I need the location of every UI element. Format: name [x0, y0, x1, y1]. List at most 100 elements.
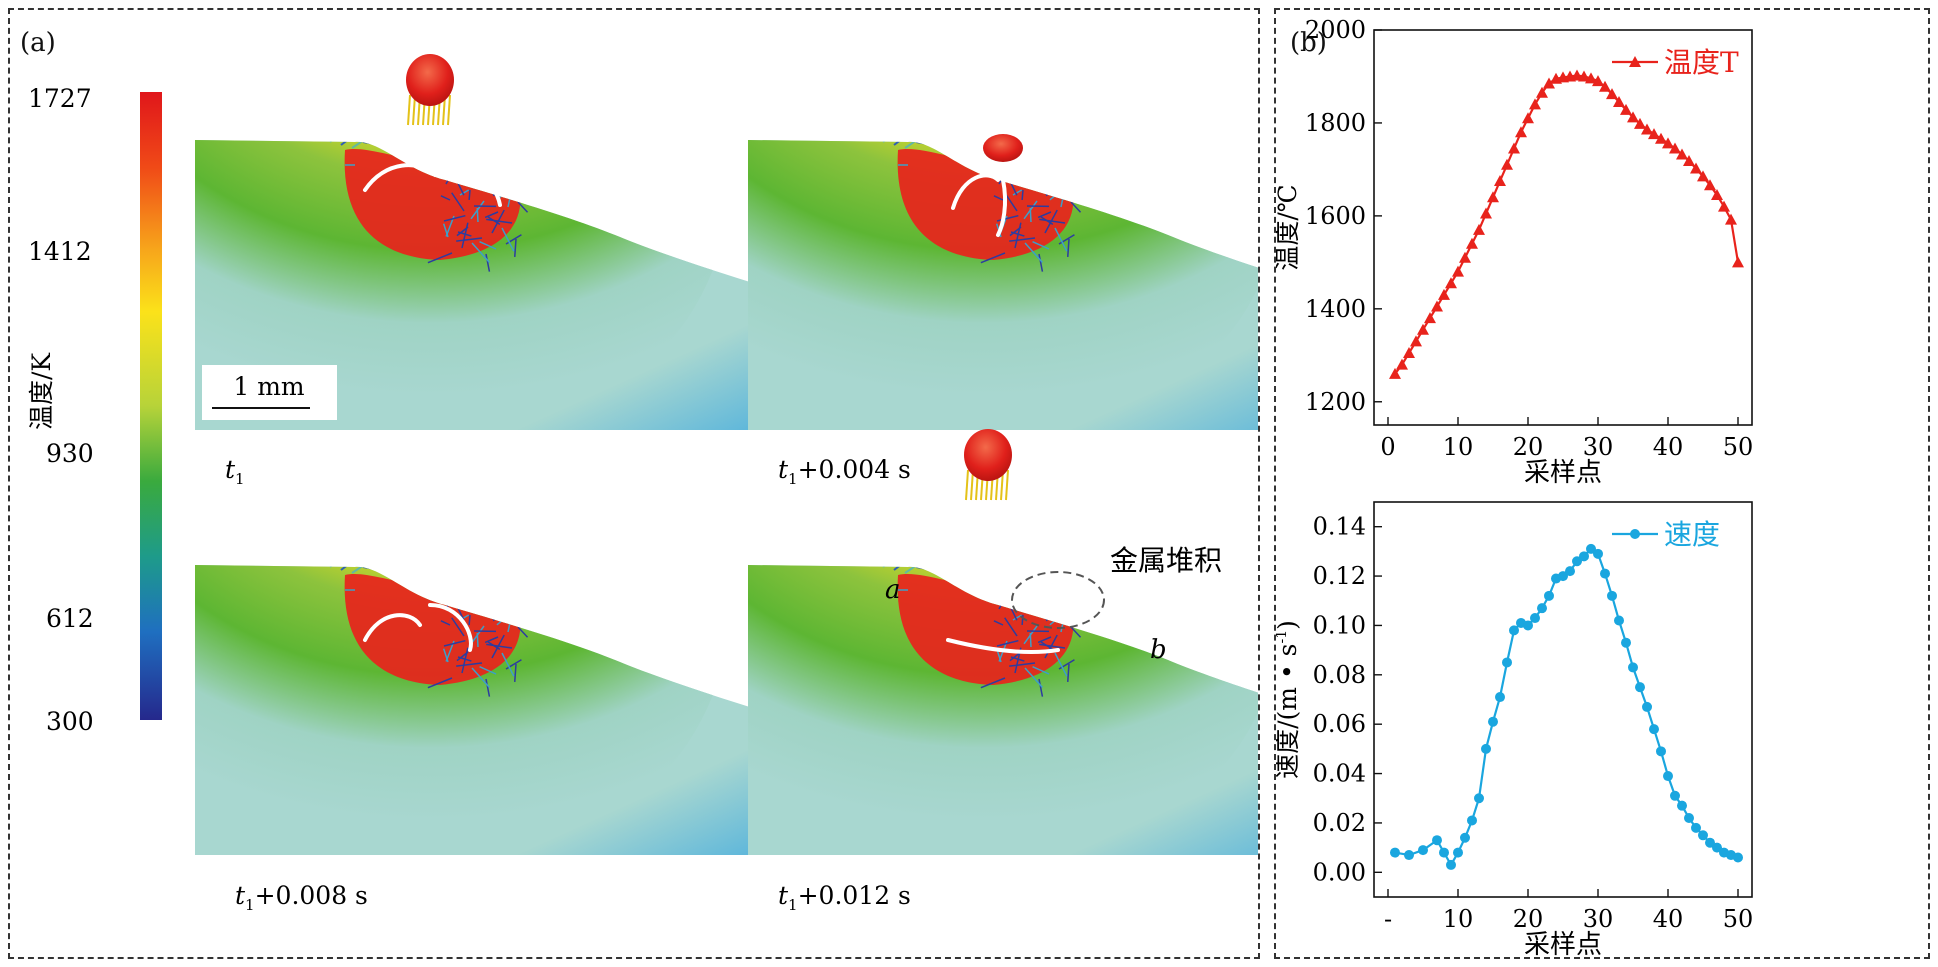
velocity-vector: [495, 174, 501, 185]
velocity-vector: [451, 192, 465, 212]
data-point: [1390, 847, 1400, 858]
velocity-vector: [1040, 216, 1054, 226]
data-point: [1599, 80, 1611, 92]
velocity-vector: [1070, 626, 1082, 638]
data-point: [1558, 571, 1568, 582]
velocity-vector: [503, 615, 526, 623]
x-tick-label: 50: [1723, 433, 1754, 461]
velocity-vector: [479, 240, 497, 250]
surface-vector: [483, 565, 497, 574]
surface-vector: [926, 140, 940, 146]
velocity-vector: [513, 663, 517, 683]
y-tick-label: 0.06: [1313, 710, 1366, 738]
velocity-vector: [996, 214, 1019, 222]
data-point: [1642, 701, 1652, 712]
velocity-vector: [1044, 634, 1058, 659]
temperature-chart: 0 10 20 30 40 50 1200 1400 1600 1800 2000 采样点 温度/℃ 温度…: [1276, 16, 1753, 488]
data-point: [1621, 637, 1631, 648]
velocity-vector: [471, 667, 490, 688]
velocity-vector: [1066, 238, 1070, 258]
data-point: [1655, 132, 1667, 144]
y-tick-label: 1800: [1305, 109, 1366, 137]
workpiece: [748, 565, 1258, 855]
data-point: [1663, 771, 1673, 782]
droplet: [964, 429, 1012, 481]
x-axis-label: 采样点: [1524, 930, 1602, 957]
velocity-vector: [489, 176, 500, 181]
surface-vector: [417, 565, 431, 574]
velocity-vector: [1040, 641, 1054, 651]
velocity-vector: [1042, 601, 1053, 606]
colorbar-tick: 1727: [28, 84, 92, 113]
velocity-vector: [461, 647, 469, 674]
data-point: [1712, 842, 1722, 853]
colorbar-tick: 930: [46, 439, 94, 468]
data-point: [1683, 155, 1695, 167]
surface-vector: [505, 140, 519, 146]
data-point: [1473, 223, 1485, 235]
data-point: [1488, 716, 1498, 727]
surface-vector: [329, 140, 343, 143]
data-point: [1641, 123, 1653, 135]
surface-vector: [1069, 565, 1083, 574]
data-point: [1697, 170, 1709, 182]
data-point: [1635, 682, 1645, 693]
velocity-vector: [1066, 663, 1070, 683]
y-tick-label: 0.08: [1313, 661, 1366, 689]
x-tick-label: 40: [1653, 905, 1684, 933]
flow-arrow: [363, 163, 437, 192]
data-point: [1501, 158, 1513, 170]
surface-vector: [439, 140, 453, 146]
colorbar: [140, 92, 162, 720]
surface-vector: [373, 565, 387, 571]
velocity-vector: [513, 238, 517, 258]
surface-vector: [1014, 565, 1028, 568]
velocity-vector: [491, 634, 505, 659]
surface-vector: [384, 565, 398, 574]
velocity-vector: [440, 195, 451, 201]
velocity-vector: [475, 580, 490, 595]
surface-vector: [417, 140, 431, 149]
snapshot-label: t1: [225, 455, 245, 488]
charts: 0 10 20 30 40 50 1200 1400 1600 1800 2000 采样点 温度/℃ 温度…: [1276, 16, 1753, 957]
panel-b: (b) 0 10 20 30 40 50 1200 1400 1600 1800 2000 采样点 温度…: [1274, 8, 1930, 959]
data-point: [1705, 837, 1715, 848]
velocity-vector: [476, 632, 479, 648]
x-tick-label: 0: [1380, 433, 1395, 461]
velocity-vector: [1028, 155, 1043, 170]
surface-vector: [472, 140, 486, 146]
velocity-vector: [448, 595, 467, 600]
data-point: [1495, 692, 1505, 703]
y-tick-label: 0.02: [1313, 809, 1366, 837]
y-axis-label: 温度/℃: [1276, 184, 1302, 270]
legend-marker: [1629, 56, 1641, 67]
surface-vector: [948, 140, 962, 143]
data-point: [1613, 96, 1625, 108]
data-point: [1404, 850, 1414, 861]
data-point: [1691, 822, 1701, 833]
surface-vector: [461, 140, 475, 143]
velocity-vector: [443, 214, 466, 222]
y-tick-label: 0.04: [1313, 760, 1366, 788]
data-point: [1424, 312, 1436, 324]
surface-vector: [882, 140, 896, 143]
velocity-vector: [1038, 253, 1044, 272]
velocity-vector: [442, 648, 449, 663]
velocity-vector: [1012, 614, 1023, 621]
data-point: [1536, 86, 1548, 98]
data-point: [1704, 179, 1716, 191]
data-point: [1530, 613, 1540, 624]
data-point: [1431, 300, 1443, 312]
velocity-vector: [427, 252, 453, 264]
surface-vector: [505, 565, 519, 571]
droplet: [406, 54, 454, 106]
data-point: [1578, 70, 1590, 82]
velocity-vector: [1049, 185, 1068, 201]
surface-vector: [1025, 140, 1039, 146]
velocity-vector: [1024, 242, 1043, 263]
data-point: [1684, 813, 1694, 823]
surface-vector: [1025, 565, 1039, 571]
y-tick-label: 1600: [1305, 202, 1366, 230]
scale-bar-label: 1 mm: [233, 372, 305, 401]
legend-label: 速度: [1664, 518, 1720, 551]
